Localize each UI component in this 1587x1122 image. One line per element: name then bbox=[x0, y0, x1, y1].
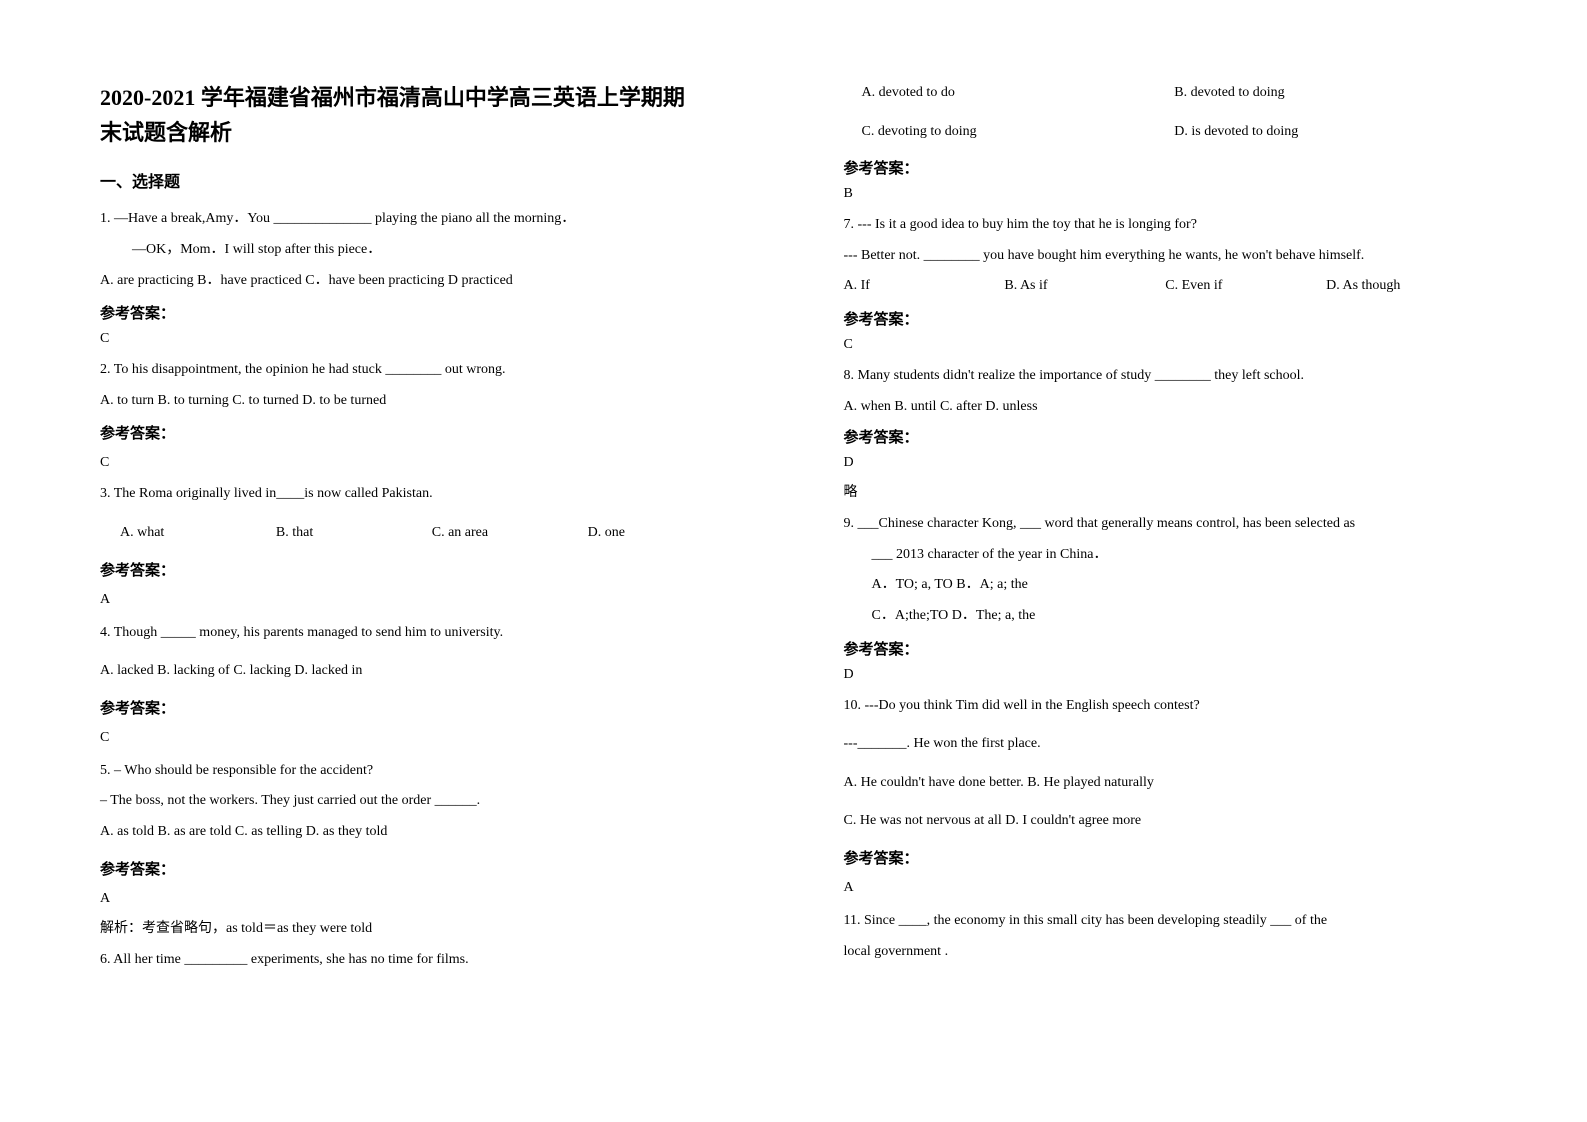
answer-label: 参考答案： bbox=[100, 697, 744, 718]
q2-answer: C bbox=[100, 455, 744, 471]
q6-line1: 6. All her time _________ experiments, s… bbox=[100, 947, 744, 974]
q6-answer: B bbox=[844, 186, 1488, 202]
explain-prefix: 解析： bbox=[100, 921, 142, 936]
q8-answer: D bbox=[844, 455, 1488, 471]
q5-explain: 解析：考查省略句，as told＝as they were told bbox=[100, 917, 744, 937]
q7-answer: C bbox=[844, 337, 1488, 353]
q7-line2: --- Better not. ________ you have bought… bbox=[844, 243, 1488, 270]
q7-optC: C. Even if bbox=[1165, 273, 1326, 300]
q10-line1: 10. ---Do you think Tim did well in the … bbox=[844, 693, 1488, 720]
right-column: A. devoted to do B. devoted to doing C. … bbox=[844, 80, 1488, 977]
q3-optB: B. that bbox=[276, 520, 432, 547]
answer-label: 参考答案： bbox=[844, 157, 1488, 178]
title-line-2: 末试题含解析 bbox=[100, 115, 744, 150]
q1-options: A. are practicing B．have practiced C．hav… bbox=[100, 268, 744, 295]
q7-optA: A. If bbox=[844, 273, 1005, 300]
q7-optD: D. As though bbox=[1326, 273, 1487, 300]
q10-options-l2: C. He was not nervous at all D. I couldn… bbox=[844, 808, 1488, 835]
q3-answer: A bbox=[100, 592, 744, 608]
q11-line2: local government . bbox=[844, 939, 1488, 966]
q6-options-row2: C. devoting to doing D. is devoted to do… bbox=[844, 119, 1488, 146]
q9-line2: ___ 2013 character of the year in China． bbox=[844, 542, 1488, 569]
q2-line1: 2. To his disappointment, the opinion he… bbox=[100, 357, 744, 384]
q1-answer: C bbox=[100, 331, 744, 347]
q9-line1: 9. ___Chinese character Kong, ___ word t… bbox=[844, 511, 1488, 538]
answer-label: 参考答案： bbox=[844, 308, 1488, 329]
doc-title: 2020-2021 学年福建省福州市福清高山中学高三英语上学期期 末试题含解析 bbox=[100, 80, 744, 150]
q8-skip: 略 bbox=[844, 481, 1488, 501]
q5-options: A. as told B. as are told C. as telling … bbox=[100, 819, 744, 846]
q4-options: A. lacked B. lacking of C. lacking D. la… bbox=[100, 658, 744, 685]
answer-label: 参考答案： bbox=[100, 559, 744, 580]
q6-options-row1: A. devoted to do B. devoted to doing bbox=[844, 80, 1488, 107]
section-header-1: 一、选择题 bbox=[100, 168, 744, 192]
q6-optB: B. devoted to doing bbox=[1174, 80, 1487, 107]
answer-label: 参考答案： bbox=[844, 847, 1488, 868]
q9-answer: D bbox=[844, 667, 1488, 683]
q2-options: A. to turn B. to turning C. to turned D.… bbox=[100, 388, 744, 415]
answer-label: 参考答案： bbox=[844, 638, 1488, 659]
q5-explain-text: 考查省略句，as told＝as they were told bbox=[142, 921, 372, 936]
answer-label: 参考答案： bbox=[100, 858, 744, 879]
q6-optD: D. is devoted to doing bbox=[1174, 119, 1487, 146]
q4-answer: C bbox=[100, 730, 744, 746]
q4-line1: 4. Though _____ money, his parents manag… bbox=[100, 620, 744, 647]
q7-line1: 7. --- Is it a good idea to buy him the … bbox=[844, 212, 1488, 239]
q7-optB: B. As if bbox=[1004, 273, 1165, 300]
q5-line1: 5. – Who should be responsible for the a… bbox=[100, 758, 744, 785]
q10-line2: ---_______. He won the first place. bbox=[844, 731, 1488, 758]
q3-line1: 3. The Roma originally lived in____is no… bbox=[100, 481, 744, 508]
q8-line1: 8. Many students didn't realize the impo… bbox=[844, 363, 1488, 390]
q9-options-l1: A．TO; a, TO B．A; a; the bbox=[844, 572, 1488, 599]
q6-optA: A. devoted to do bbox=[862, 80, 1175, 107]
q6-optC: C. devoting to doing bbox=[862, 119, 1175, 146]
answer-label: 参考答案： bbox=[100, 422, 744, 443]
q3-optC: C. an area bbox=[432, 520, 588, 547]
title-line-1: 2020-2021 学年福建省福州市福清高山中学高三英语上学期期 bbox=[100, 80, 744, 115]
q3-options: A. what B. that C. an area D. one bbox=[100, 520, 744, 547]
q8-options: A. when B. until C. after D. unless bbox=[844, 394, 1488, 421]
q1-line2: —OK，Mom．I will stop after this piece． bbox=[100, 237, 744, 264]
q3-optD: D. one bbox=[588, 520, 744, 547]
q9-options-l2: C．A;the;TO D．The; a, the bbox=[844, 603, 1488, 630]
q1-line1: 1. —Have a break,Amy．You ______________ … bbox=[100, 206, 744, 233]
q3-optA: A. what bbox=[120, 520, 276, 547]
left-column: 2020-2021 学年福建省福州市福清高山中学高三英语上学期期 末试题含解析 … bbox=[100, 80, 744, 977]
q11-line1: 11. Since ____, the economy in this smal… bbox=[844, 908, 1488, 935]
q5-answer: A bbox=[100, 891, 744, 907]
q5-line2: – The boss, not the workers. They just c… bbox=[100, 788, 744, 815]
answer-label: 参考答案： bbox=[100, 302, 744, 323]
page: 2020-2021 学年福建省福州市福清高山中学高三英语上学期期 末试题含解析 … bbox=[0, 0, 1587, 1017]
answer-label: 参考答案： bbox=[844, 426, 1488, 447]
q7-options: A. If B. As if C. Even if D. As though bbox=[844, 273, 1488, 300]
q10-options-l1: A. He couldn't have done better. B. He p… bbox=[844, 770, 1488, 797]
q10-answer: A bbox=[844, 880, 1488, 896]
